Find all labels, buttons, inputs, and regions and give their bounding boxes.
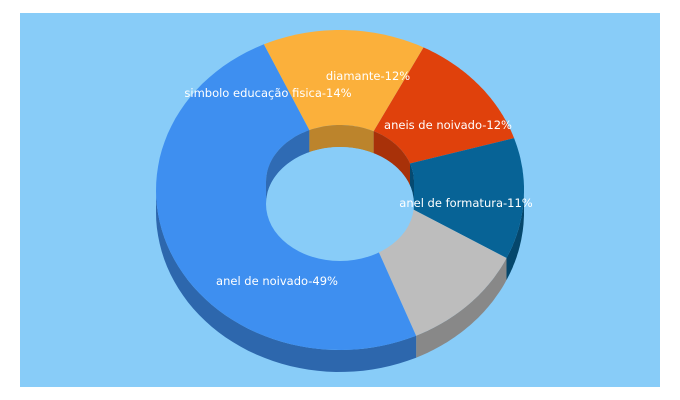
slice-side-1	[506, 190, 524, 280]
slice-4[interactable]	[263, 30, 424, 132]
slice-labels: diamante-12% aneis de noivado-12% anel de …	[184, 69, 532, 288]
slice-label-3: anel de noivado-49%	[216, 274, 338, 288]
slice-inner-wall-4-0	[309, 125, 374, 154]
slice-side-3	[156, 190, 417, 372]
slice-3[interactable]	[156, 44, 417, 351]
slice-inner-wall-1-0	[410, 163, 414, 204]
donut-hole	[266, 147, 414, 261]
slice-2[interactable]	[370, 206, 507, 336]
slice-1[interactable]	[407, 138, 524, 258]
donut-sides	[156, 190, 524, 372]
slice-inner-wall-0-0	[373, 131, 410, 186]
slice-label-1: aneis de noivado-12%	[384, 118, 512, 132]
slice-0[interactable]	[373, 47, 515, 164]
donut-slices	[156, 30, 524, 351]
slice-inner-wall-3-0	[266, 130, 310, 204]
slice-side-2	[416, 258, 507, 358]
slice-label-4: simbolo educação fisica-14%	[184, 86, 351, 100]
slice-label-0: diamante-12%	[326, 69, 410, 83]
slice-label-2: anel de formatura-11%	[399, 196, 533, 210]
